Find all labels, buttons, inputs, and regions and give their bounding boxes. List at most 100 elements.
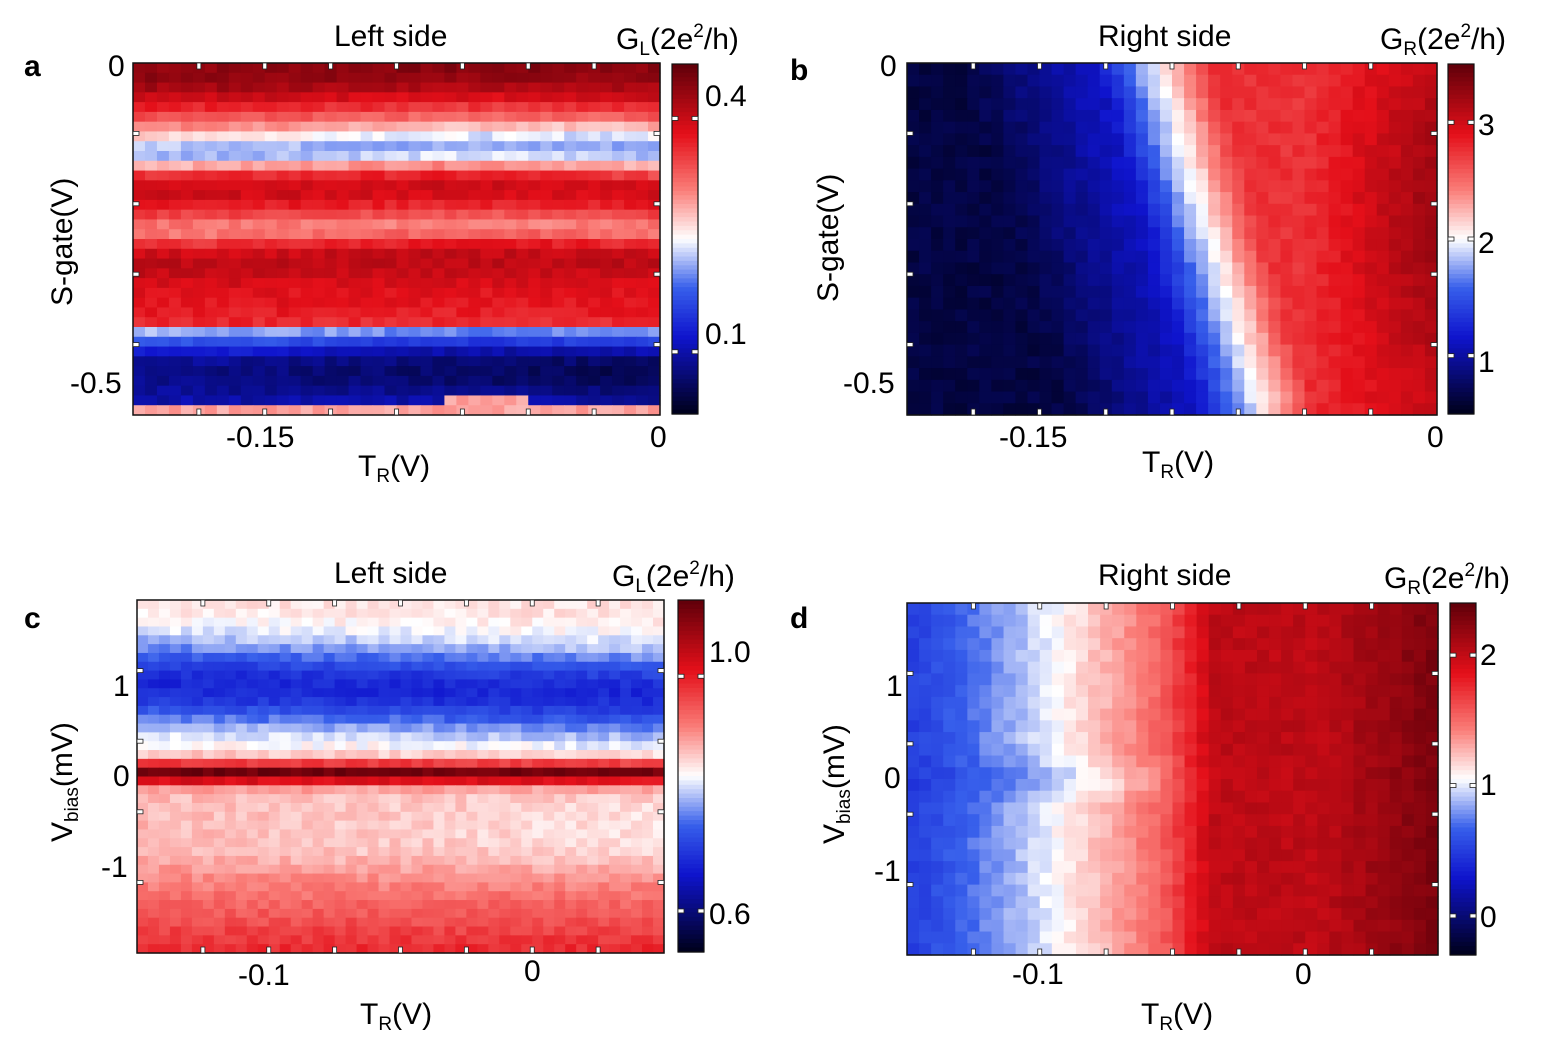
heatmap-cell xyxy=(1027,262,1041,275)
axis-tick-mark xyxy=(906,131,914,136)
heatmap-cell xyxy=(396,287,410,299)
heatmap-cell xyxy=(389,838,402,848)
heatmap-cell xyxy=(653,688,665,698)
heatmap-cell xyxy=(468,239,481,250)
heatmap-cell xyxy=(931,203,944,217)
heatmap-cell xyxy=(1172,133,1185,146)
heatmap-cell xyxy=(554,917,566,928)
heatmap-cell xyxy=(554,882,566,892)
heatmap-cell xyxy=(324,180,338,191)
heatmap-cell xyxy=(400,661,413,672)
heatmap-cell xyxy=(1027,368,1041,381)
heatmap-cell xyxy=(356,882,369,892)
heatmap-cell xyxy=(588,239,601,250)
heatmap-cell xyxy=(169,926,182,936)
heatmap-cell xyxy=(1268,297,1282,310)
heatmap-cell xyxy=(488,847,500,857)
heatmap-cell xyxy=(1208,368,1221,381)
heatmap-cell xyxy=(540,131,553,142)
heatmap-cell xyxy=(543,873,555,883)
heatmap-cell xyxy=(367,741,380,751)
heatmap-cell xyxy=(324,268,338,279)
heatmap-cell xyxy=(642,670,654,681)
heatmap-cell xyxy=(147,908,160,919)
heatmap-cell xyxy=(290,679,303,689)
colorbar-swatch xyxy=(1448,260,1474,266)
heatmap-cell xyxy=(444,705,456,716)
heatmap-cell xyxy=(240,92,254,103)
heatmap-cell xyxy=(1304,285,1318,299)
heatmap-cell xyxy=(943,133,956,146)
heatmap-cell xyxy=(444,248,457,260)
colorbar-swatch xyxy=(1448,138,1474,144)
heatmap-cell xyxy=(943,145,956,158)
axis-tick-mark xyxy=(459,408,465,416)
heatmap-cell xyxy=(202,855,215,866)
heatmap-cell xyxy=(1340,203,1354,217)
heatmap-cell xyxy=(264,63,278,74)
heatmap-cell xyxy=(504,219,517,230)
heatmap-cell xyxy=(488,732,500,742)
heatmap-cell xyxy=(1400,63,1414,76)
heatmap-cell xyxy=(477,705,489,716)
heatmap-cell xyxy=(312,838,325,848)
heatmap-cell xyxy=(433,617,446,628)
heatmap-cell xyxy=(480,346,493,357)
heatmap-cell xyxy=(300,170,314,181)
heatmap-cell xyxy=(466,891,478,901)
heatmap-cell xyxy=(532,741,544,751)
heatmap-cell xyxy=(620,741,632,751)
heatmap-cell xyxy=(653,802,665,813)
heatmap-cell xyxy=(180,395,194,406)
heatmap-cell xyxy=(653,679,665,689)
heatmap-cell xyxy=(532,900,544,910)
heatmap-cell xyxy=(642,847,654,857)
heatmap-cell xyxy=(168,307,182,318)
heatmap-cell xyxy=(552,160,565,172)
heatmap-cell xyxy=(504,82,517,93)
heatmap-cell xyxy=(420,336,434,348)
heatmap-cell xyxy=(528,317,541,328)
heatmap-cell xyxy=(521,608,533,619)
colorbar-swatch xyxy=(1448,208,1474,214)
heatmap-cell xyxy=(455,697,467,707)
heatmap-cell xyxy=(466,608,478,619)
heatmap-cell xyxy=(235,802,248,813)
heatmap-cell xyxy=(480,82,493,93)
axis-tick-mark xyxy=(1302,62,1307,70)
heatmap-cell xyxy=(510,608,522,619)
heatmap-cell xyxy=(521,732,533,742)
heatmap-cell xyxy=(499,600,511,610)
heatmap-cell xyxy=(499,670,511,681)
heatmap-cell xyxy=(576,891,588,901)
heatmap-cell xyxy=(1159,86,1173,99)
heatmap-cell xyxy=(192,317,206,328)
heatmap-cell xyxy=(642,644,654,654)
heatmap-cell xyxy=(564,239,577,250)
heatmap-cell xyxy=(598,732,610,742)
heatmap-cell xyxy=(1280,86,1294,99)
heatmap-cell xyxy=(642,732,654,742)
heatmap-cell xyxy=(356,705,369,716)
heatmap-cell xyxy=(600,102,613,113)
heatmap-cell xyxy=(384,356,398,367)
heatmap-cell xyxy=(432,317,446,328)
heatmap-cell xyxy=(587,900,599,910)
heatmap-cell xyxy=(312,697,325,707)
axis-tick-mark xyxy=(1430,271,1438,277)
heatmap-cell xyxy=(257,811,270,822)
heatmap-cell xyxy=(521,758,533,769)
heatmap-cell xyxy=(396,317,410,328)
heatmap-cell xyxy=(288,356,302,367)
heatmap-cell xyxy=(1075,379,1089,393)
heatmap-cell xyxy=(564,72,577,84)
heatmap-cell xyxy=(224,820,237,831)
heatmap-cell xyxy=(268,935,281,945)
heatmap-cell xyxy=(367,873,380,883)
heatmap-cell xyxy=(252,327,266,338)
heatmap-cell xyxy=(389,908,402,919)
heatmap-cell xyxy=(324,356,338,367)
heatmap-cell xyxy=(1135,403,1149,416)
heatmap-cell xyxy=(1196,321,1209,334)
heatmap-cell xyxy=(384,268,398,279)
